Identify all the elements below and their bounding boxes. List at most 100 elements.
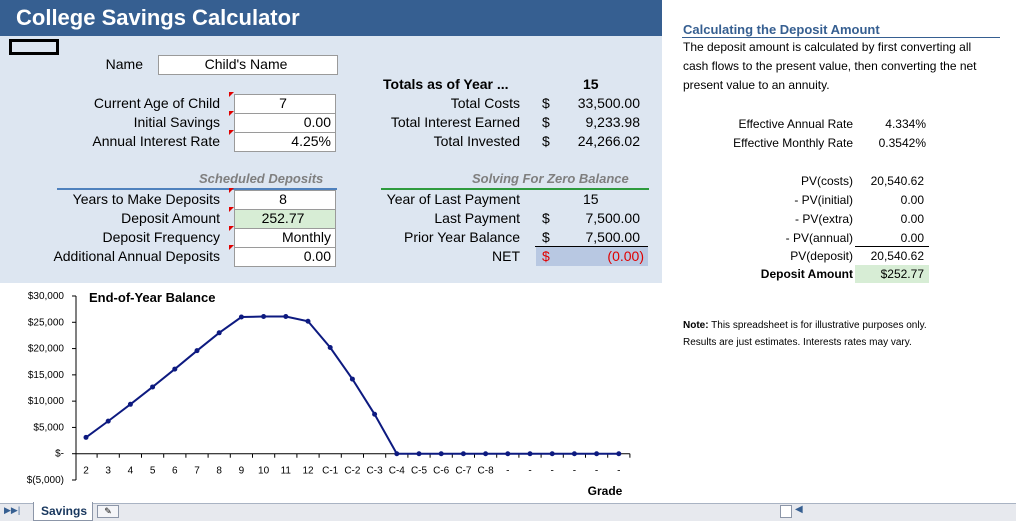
total-interest-value: 9,233.98 [585, 114, 641, 130]
new-sheet-icon[interactable]: ✎ [97, 505, 119, 518]
pv-extra-label: - PV(extra) [794, 212, 853, 226]
x-tick-label: - [617, 466, 620, 477]
scrollbar-thumb[interactable] [780, 505, 792, 518]
pv-costs-label: PV(costs) [800, 174, 853, 188]
note-line: Note: This spreadsheet is for illustrati… [683, 320, 927, 331]
total-invested-label: Total Invested [433, 133, 520, 149]
x-tick-label: C-8 [478, 466, 495, 477]
x-tick-label: 12 [302, 466, 314, 477]
pv-deposit-label: PV(deposit) [790, 249, 853, 263]
x-tick-label: 8 [216, 466, 222, 477]
last-payment-value: 7,500.00 [585, 210, 641, 226]
description-line: The deposit amount is calculated by firs… [683, 40, 972, 54]
additional-deposits-input[interactable]: 0.00 [234, 247, 336, 267]
balance-point [394, 451, 400, 457]
tab-savings-label: Savings [41, 504, 88, 518]
heading-rule [682, 37, 1000, 38]
last-payment-year-value: 15 [583, 191, 599, 207]
balance-point [460, 451, 466, 457]
totals-year: 15 [583, 76, 599, 92]
initial-savings-input[interactable]: 0.00 [234, 113, 336, 133]
balance-point [438, 451, 444, 457]
balance-point [483, 451, 489, 457]
x-tick-label: 9 [239, 466, 245, 477]
balance-point [305, 318, 311, 324]
x-tick-label: 3 [105, 466, 111, 477]
selected-cell[interactable] [9, 39, 59, 55]
solving-zero-heading: Solving For Zero Balance [472, 171, 629, 186]
balance-point [83, 434, 89, 440]
section-rule [381, 188, 649, 190]
x-tick-label: 4 [128, 466, 134, 477]
pv-deposit-value: 20,540.62 [870, 249, 924, 263]
balance-point [594, 451, 600, 457]
name-input[interactable]: Child's Name [158, 55, 338, 75]
totals-heading: Totals as of Year ... [383, 76, 509, 92]
balance-chart: End-of-Year Balance Grade $30,000 $25,000… [27, 290, 631, 498]
interest-rate-label: Annual Interest Rate [92, 133, 220, 149]
pv-costs-value: 20,540.62 [870, 174, 924, 188]
x-tick-label: 6 [172, 466, 178, 477]
x-tick-label: - [595, 466, 598, 477]
years-deposits-label: Years to Make Deposits [72, 191, 220, 207]
total-costs-value: 33,500.00 [577, 95, 640, 111]
balance-point [327, 345, 333, 351]
pv-annual-label: - PV(annual) [785, 231, 853, 245]
tab-scroll-icon[interactable]: ▶▶| [4, 505, 21, 515]
sum-rule [855, 246, 929, 247]
page-title: College Savings Calculator [16, 5, 300, 30]
description-line: cash flows to the present value, then co… [683, 59, 977, 73]
x-tick-label: C-2 [344, 466, 361, 477]
balance-point [349, 376, 355, 382]
deposit-amount-highlight [855, 265, 929, 283]
balance-point [194, 348, 200, 354]
deposit-amount-result-value: $252.77 [880, 267, 924, 281]
balance-point [238, 314, 244, 320]
y-tick-label: $30,000 [28, 291, 65, 302]
y-tick-label: $15,000 [28, 370, 65, 381]
chart-xlabel: Grade [588, 484, 623, 498]
x-tick-label: 5 [150, 466, 156, 477]
pv-extra-value: 0.00 [900, 212, 924, 226]
sum-rule [535, 246, 648, 247]
comment-indicator [229, 245, 234, 250]
tab-savings[interactable]: Savings [33, 502, 93, 521]
prior-balance-label: Prior Year Balance [404, 229, 520, 245]
x-tick-label: - [528, 466, 531, 477]
section-rule [57, 188, 337, 190]
comment-indicator [229, 226, 234, 231]
scheduled-deposits-heading: Scheduled Deposits [199, 171, 324, 186]
current-age-input[interactable]: 7 [234, 94, 336, 114]
x-tick-label: 11 [281, 466, 292, 477]
effective-annual-label: Effective Annual Rate [738, 117, 853, 131]
currency-symbol: $ [542, 114, 550, 130]
balance-point [105, 418, 111, 424]
deposit-frequency-select[interactable]: Monthly [234, 228, 336, 248]
balance-series-line [85, 315, 619, 455]
current-age-label: Current Age of Child [93, 95, 220, 111]
scroll-left-icon[interactable]: ◀ [795, 504, 803, 515]
x-tick-label: - [506, 466, 509, 477]
deposit-frequency-label: Deposit Frequency [102, 229, 220, 245]
additional-deposits-label: Additional Annual Deposits [53, 248, 220, 264]
y-tick-label: $(5,000) [27, 475, 64, 486]
last-payment-label: Last Payment [434, 210, 520, 226]
currency-symbol: $ [542, 95, 550, 111]
x-tick-label: C-4 [389, 466, 406, 477]
sheet-tab-bar [0, 503, 1016, 521]
balance-point [372, 411, 378, 417]
net-highlight [536, 247, 648, 266]
balance-point [416, 451, 422, 457]
years-deposits-input[interactable]: 8 [234, 190, 336, 210]
description-line: present value to an annuity. [683, 78, 830, 92]
comment-indicator [229, 130, 234, 135]
interest-rate-input[interactable]: 4.25% [234, 132, 336, 152]
x-tick-label: 2 [83, 466, 89, 477]
balance-point [127, 401, 133, 407]
balance-point [172, 366, 178, 372]
x-tick-label: 10 [258, 466, 270, 477]
comment-indicator [229, 92, 234, 97]
name-label: Name [105, 56, 143, 72]
note-line: Results are just estimates. Interests ra… [683, 337, 912, 348]
balance-point [616, 451, 622, 457]
